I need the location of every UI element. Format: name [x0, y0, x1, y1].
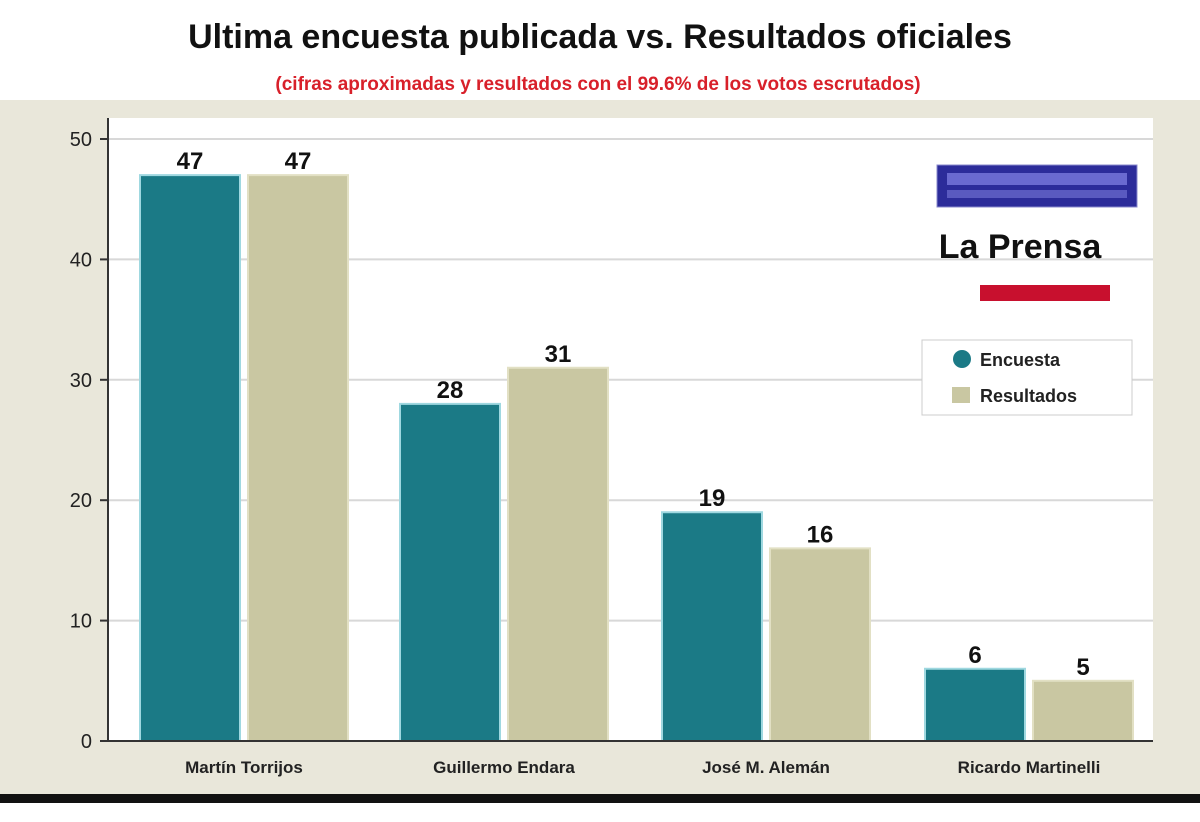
x-tick-label: Ricardo Martinelli: [958, 758, 1101, 777]
y-tick-label: 30: [70, 370, 92, 392]
legend-swatch-resultados: [952, 387, 970, 403]
bar-resultados-3: [1032, 679, 1134, 742]
x-tick-label: José M. Alemán: [702, 758, 830, 777]
data-label: 5: [1076, 654, 1089, 681]
bar-encuesta-2: [661, 511, 763, 742]
data-label: 31: [545, 341, 572, 368]
y-tick-label: 10: [70, 611, 92, 633]
data-label: 16: [807, 521, 834, 548]
legend-label-resultados: Resultados: [980, 386, 1077, 406]
footer-bar: [0, 794, 1200, 803]
data-label: 47: [285, 148, 312, 175]
bar-encuesta-3: [924, 667, 1026, 743]
bar-encuesta-1: [399, 402, 501, 742]
y-tick-label: 0: [81, 731, 92, 753]
data-label: 6: [968, 642, 981, 669]
la-prensa-logo: La Prensa: [939, 228, 1110, 301]
data-label: 19: [699, 485, 726, 512]
x-tick-label: Guillermo Endara: [433, 758, 575, 777]
x-tick-label: Martín Torrijos: [185, 758, 303, 777]
bar-resultados-0: [247, 174, 349, 742]
bar-resultados-2: [769, 547, 871, 742]
pollster-logo: [936, 164, 1138, 208]
chart-subtitle: (cifras aproximadas y resultados con el …: [275, 74, 920, 95]
y-tick-label: 40: [70, 249, 92, 271]
legend-swatch-encuesta: [953, 350, 971, 368]
la-prensa-logo-text: La Prensa: [939, 228, 1103, 266]
legend-label-encuesta: Encuesta: [980, 350, 1061, 370]
bar-encuesta-0: [139, 174, 241, 742]
data-label: 47: [177, 148, 204, 175]
y-tick-label: 50: [70, 129, 92, 151]
bar-resultados-1: [507, 366, 609, 742]
data-label: 28: [437, 377, 464, 404]
legend: Encuesta Resultados: [921, 339, 1133, 416]
y-tick-label: 20: [70, 490, 92, 512]
chart-title: Ultima encuesta publicada vs. Resultados…: [188, 18, 1012, 56]
